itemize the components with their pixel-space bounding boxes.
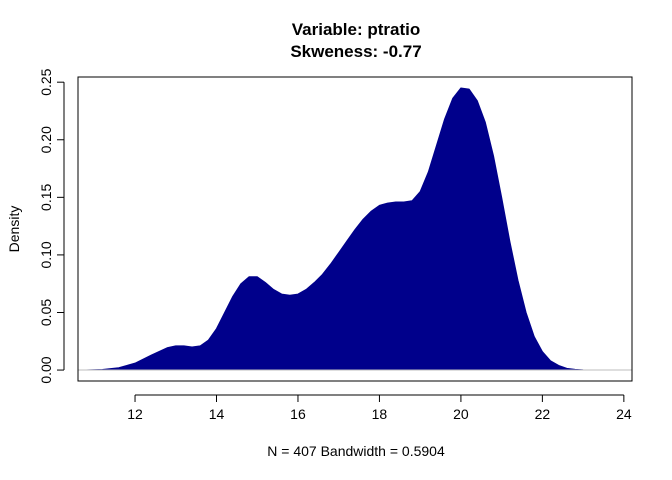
x-tick-label: 20: [453, 406, 469, 422]
x-tick-label: 16: [290, 406, 306, 422]
chart-title: Variable: ptratio: [292, 20, 420, 39]
x-tick-label: 12: [127, 406, 143, 422]
x-axis-label: N = 407 Bandwidth = 0.5904: [267, 443, 445, 459]
plot-frame: [77, 76, 633, 382]
y-tick-label: 0.10: [38, 241, 54, 268]
x-tick-label: 18: [372, 406, 388, 422]
y-axis: 0.00 0.05 0.10 0.15 0.20 0.25: [38, 68, 65, 384]
density-area: [85, 87, 617, 371]
x-axis: 12 14 16 18 20 22 24: [127, 394, 632, 422]
chart-subtitle: Skweness: -0.77: [290, 42, 421, 61]
y-axis-label: Density: [6, 206, 22, 253]
x-tick-label: 24: [616, 406, 632, 422]
density-area-layer: [85, 87, 617, 371]
y-tick-label: 0.25: [38, 68, 54, 95]
x-tick-label: 22: [535, 406, 551, 422]
y-tick-label: 0.05: [38, 299, 54, 326]
y-tick-label: 0.15: [38, 183, 54, 210]
y-tick-label: 0.20: [38, 126, 54, 153]
x-tick-label: 14: [209, 406, 225, 422]
y-tick-label: 0.00: [38, 356, 54, 383]
